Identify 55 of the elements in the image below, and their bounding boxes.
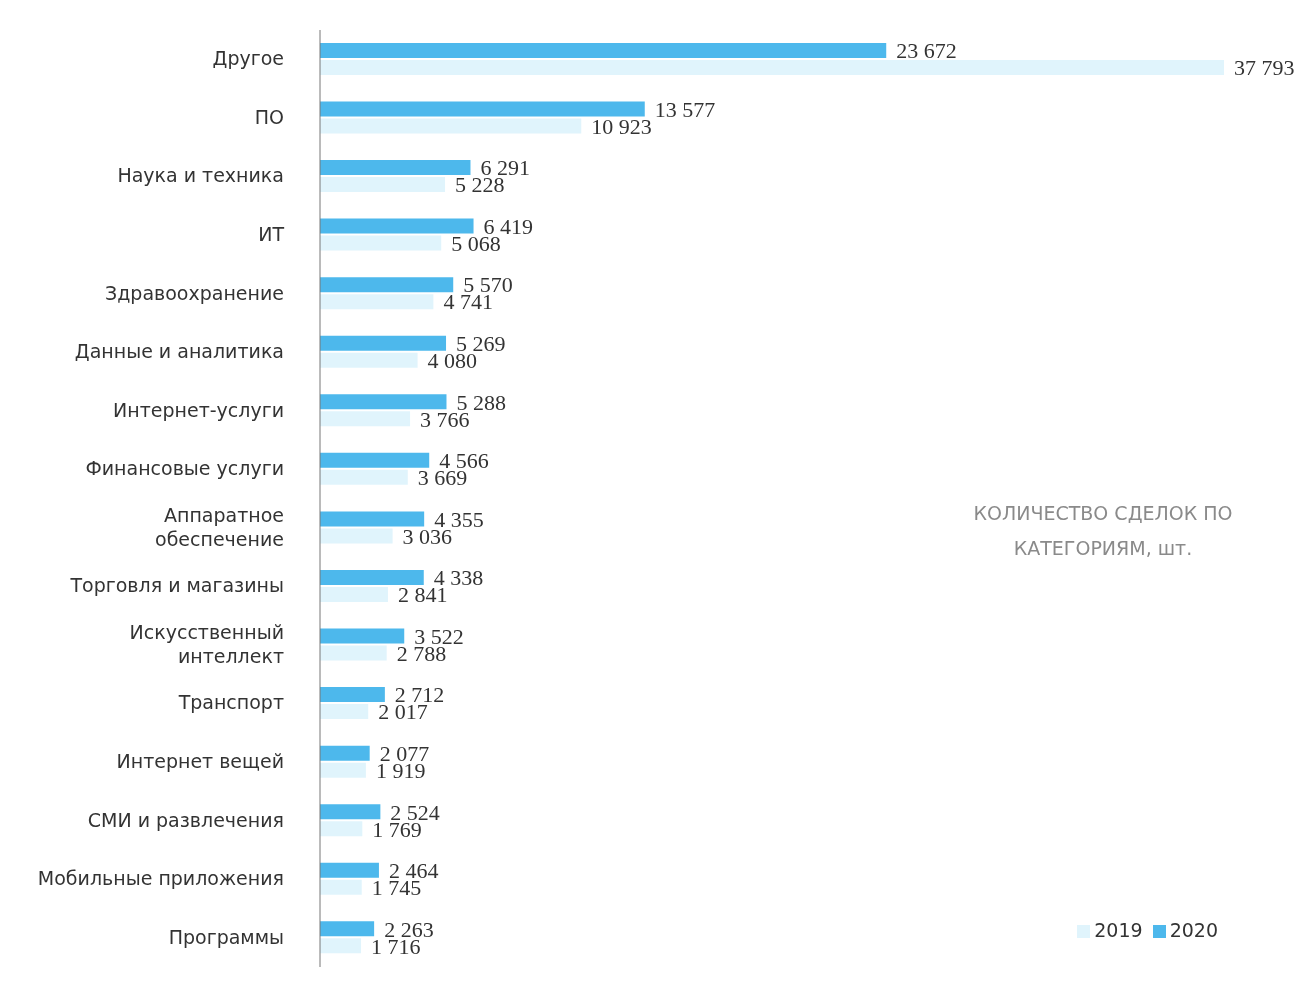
bar: [320, 277, 454, 293]
bar: [320, 235, 442, 251]
bar: [320, 59, 1224, 75]
bar: [320, 645, 387, 661]
bar: [320, 177, 446, 193]
bar: [320, 745, 370, 761]
bar: [320, 411, 411, 427]
bar: [320, 352, 418, 368]
legend-label: 2020: [1169, 919, 1218, 941]
bar: [320, 628, 405, 644]
y-tick-label: Аппаратное обеспечение: [155, 503, 284, 550]
y-tick-label: Финансовые услуги: [85, 457, 284, 480]
bar: [320, 218, 474, 234]
y-tick-label: Мобильные приложения: [37, 867, 284, 890]
bar: [320, 586, 388, 602]
bar: [320, 528, 393, 544]
bar: [320, 821, 363, 837]
data-label: 13 577: [654, 96, 716, 122]
bar: [320, 101, 645, 117]
y-tick-label: ИТ: [258, 222, 285, 245]
bar: [320, 294, 434, 310]
y-tick-label: Торговля и магазины: [69, 574, 284, 597]
y-tick-label: Интернет-услуги: [113, 398, 284, 421]
bar: [320, 938, 362, 954]
bar: [320, 118, 582, 134]
bar: [320, 804, 381, 820]
y-tick-label: Здравоохранение: [105, 281, 284, 304]
data-label: 10 923: [591, 113, 652, 139]
bar: [320, 452, 430, 468]
y-tick-label: Наука и техника: [117, 164, 284, 187]
data-label: 23 672: [896, 38, 957, 64]
legend-label: 2019: [1094, 919, 1143, 941]
bar: [320, 762, 366, 778]
y-tick-label: Транспорт: [177, 691, 284, 714]
y-tick-label: ПО: [254, 105, 284, 128]
text: КОЛИЧЕСТВО СДЕЛОК ПО КАТЕГОРИЯМ, шт.: [972, 501, 1234, 561]
bar: [320, 687, 385, 703]
y-tick-label: Программы: [168, 925, 284, 948]
bar: [320, 569, 424, 585]
bar: [320, 704, 369, 720]
y-tick-label: Другое: [212, 47, 284, 70]
y-tick-label: Данные и аналитика: [74, 340, 284, 363]
y-tick-label: Интернет вещей: [116, 750, 284, 773]
y-tick-label: СМИ и развлечения: [87, 808, 284, 831]
y-tick-label: Искусственный интеллект: [129, 620, 284, 667]
bar: [320, 160, 471, 176]
bar: [320, 921, 375, 937]
bar: [320, 335, 447, 351]
bar: [320, 42, 887, 58]
bar: [320, 469, 408, 485]
bar: [320, 879, 362, 895]
bar: [320, 862, 379, 878]
data-label: 37 793: [1234, 55, 1295, 81]
bar: [320, 394, 447, 410]
bar: [320, 511, 425, 527]
